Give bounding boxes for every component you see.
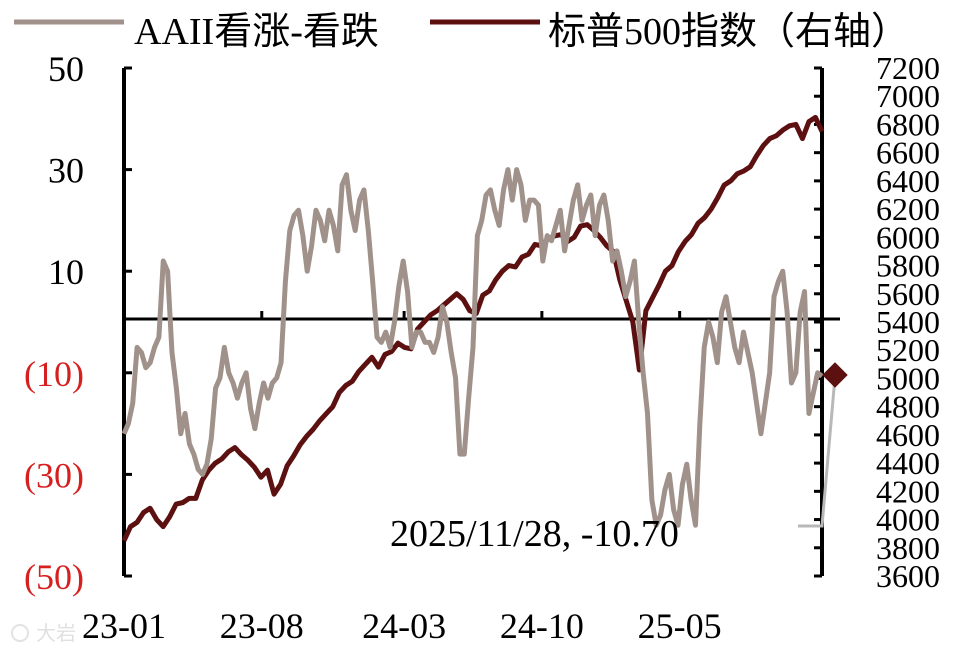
legend-label-spx: 标普500指数（右轴）: [548, 11, 909, 53]
right-tick-label: 5200: [876, 332, 940, 368]
right-tick-label: 5600: [876, 276, 940, 312]
right-tick-label: 6800: [876, 106, 940, 142]
x-axis: 23-01 23-08 24-03 24-10 25-05: [82, 311, 722, 646]
x-tick-label: 23-08: [220, 606, 304, 646]
right-tick-label: 5000: [876, 360, 940, 396]
right-axis: 7200700068006600640062006000580056005400…: [814, 50, 940, 594]
right-tick-label: 4200: [876, 473, 940, 509]
right-tick-label: 6200: [876, 191, 940, 227]
right-tick-label: 4400: [876, 445, 940, 481]
x-tick-label: 24-03: [362, 606, 446, 646]
x-tick-label: 25-05: [638, 606, 722, 646]
left-tick-label: 10: [48, 252, 84, 292]
svg-text:大岩: 大岩: [36, 621, 76, 645]
right-tick-label: 4800: [876, 389, 940, 425]
last-value-annotation: 2025/11/28, -10.70: [390, 513, 679, 555]
left-tick-label: (50): [24, 557, 84, 597]
right-tick-label: 3600: [876, 558, 940, 594]
right-tick-label: 5800: [876, 248, 940, 284]
right-tick-label: 3800: [876, 530, 940, 566]
right-tick-label: 7200: [876, 50, 940, 86]
right-tick-label: 6000: [876, 219, 940, 255]
left-tick-label: (10): [24, 354, 84, 394]
left-tick-label: 50: [48, 49, 84, 89]
right-tick-label: 4600: [876, 417, 940, 453]
right-tick-label: 6400: [876, 163, 940, 199]
x-tick-label: 24-10: [500, 606, 584, 646]
right-tick-label: 5400: [876, 304, 940, 340]
sentiment-series-line: [121, 167, 824, 528]
left-axis: 50 30 10 (10) (30) (50): [24, 49, 132, 597]
right-tick-label: 7000: [876, 78, 940, 114]
left-tick-label: 30: [48, 151, 84, 191]
left-tick-label: (30): [24, 455, 84, 495]
legend-label-sentiment: AAII看涨-看跌: [134, 11, 379, 53]
watermark: 大岩: [11, 621, 76, 645]
end-leader-line: [798, 376, 837, 528]
x-tick-label: 23-01: [82, 606, 166, 646]
right-tick-label: 4000: [876, 502, 940, 538]
right-tick-label: 6600: [876, 135, 940, 171]
legend: AAII看涨-看跌 标普500指数（右轴）: [14, 11, 909, 53]
end-point-marker: [822, 362, 848, 388]
